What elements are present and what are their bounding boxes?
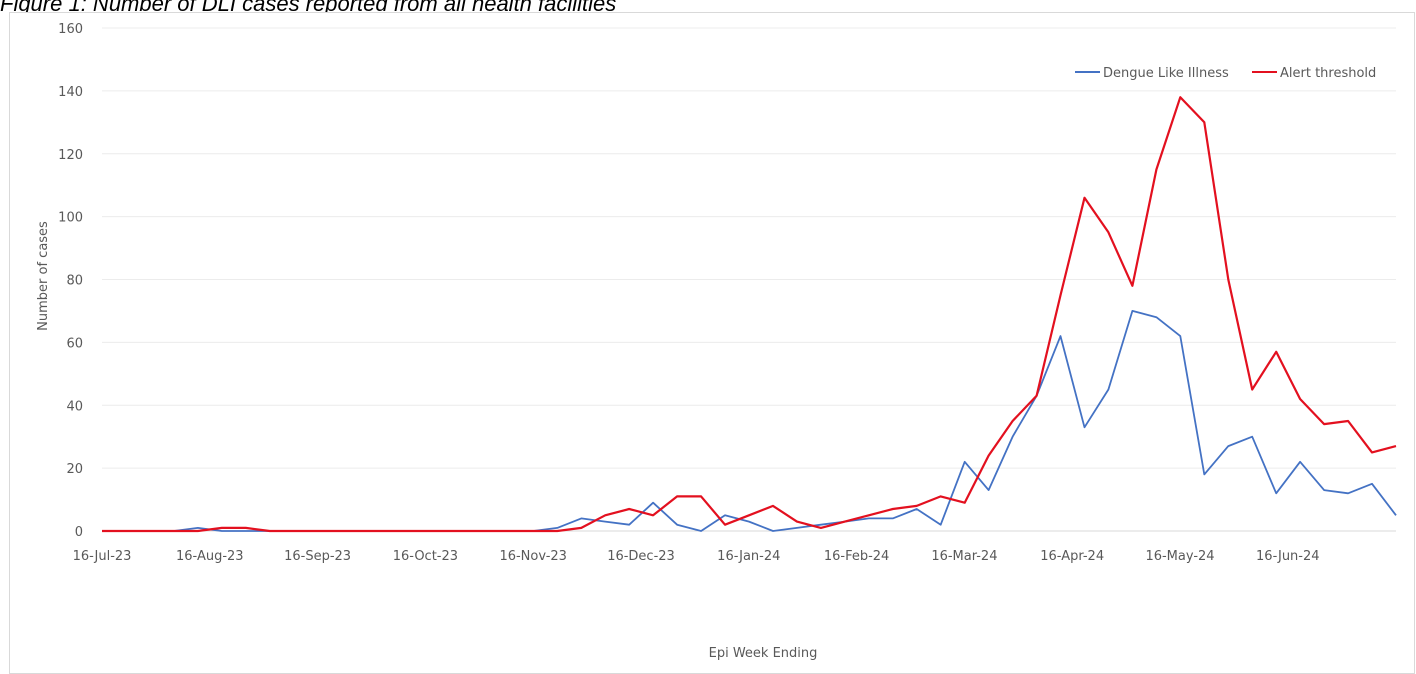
y-tick-labels: 0 20 40 60 80 100 120 140 160 xyxy=(58,22,83,540)
y-tick-label: 120 xyxy=(58,148,83,163)
x-tick-label: 16-Oct-23 xyxy=(393,549,458,564)
legend: Dengue Like Illness Alert threshold xyxy=(1075,66,1376,81)
x-tick-label: 16-Mar-24 xyxy=(931,549,997,564)
x-tick-label: 16-Jun-24 xyxy=(1256,549,1320,564)
gridlines xyxy=(102,27,1396,532)
y-tick-label: 100 xyxy=(58,211,83,226)
series-line-dengue-like-illness xyxy=(102,309,1397,532)
y-tick-label: 80 xyxy=(66,274,83,289)
x-axis-title: Epi Week Ending xyxy=(709,646,818,661)
y-tick-label: 20 xyxy=(66,462,83,477)
x-tick-label: 16-Jul-23 xyxy=(73,549,132,564)
y-tick-label: 60 xyxy=(66,336,83,351)
y-tick-label: 140 xyxy=(58,85,83,100)
legend-label-alert-threshold: Alert threshold xyxy=(1280,66,1376,81)
legend-label-dengue-like-illness: Dengue Like Illness xyxy=(1103,66,1229,81)
y-tick-label: 40 xyxy=(66,399,83,414)
series-line-alert-threshold xyxy=(102,96,1397,533)
x-tick-label: 16-Feb-24 xyxy=(824,549,889,564)
x-tick-label: 16-Apr-24 xyxy=(1040,549,1104,564)
x-tick-labels: 16-Jul-23 16-Aug-23 16-Sep-23 16-Oct-23 16-N… xyxy=(73,549,1320,564)
x-tick-label: 16-Sep-23 xyxy=(284,549,351,564)
series-lines xyxy=(102,96,1397,533)
y-axis-title: Number of cases xyxy=(36,221,51,331)
x-tick-label: 16-Aug-23 xyxy=(176,549,244,564)
y-tick-label: 160 xyxy=(58,22,83,37)
x-tick-label: 16-Nov-23 xyxy=(499,549,567,564)
x-tick-label: 16-May-24 xyxy=(1145,549,1214,564)
x-tick-label: 16-Jan-24 xyxy=(717,549,780,564)
x-tick-label: 16-Dec-23 xyxy=(607,549,675,564)
y-tick-label: 0 xyxy=(75,525,83,540)
